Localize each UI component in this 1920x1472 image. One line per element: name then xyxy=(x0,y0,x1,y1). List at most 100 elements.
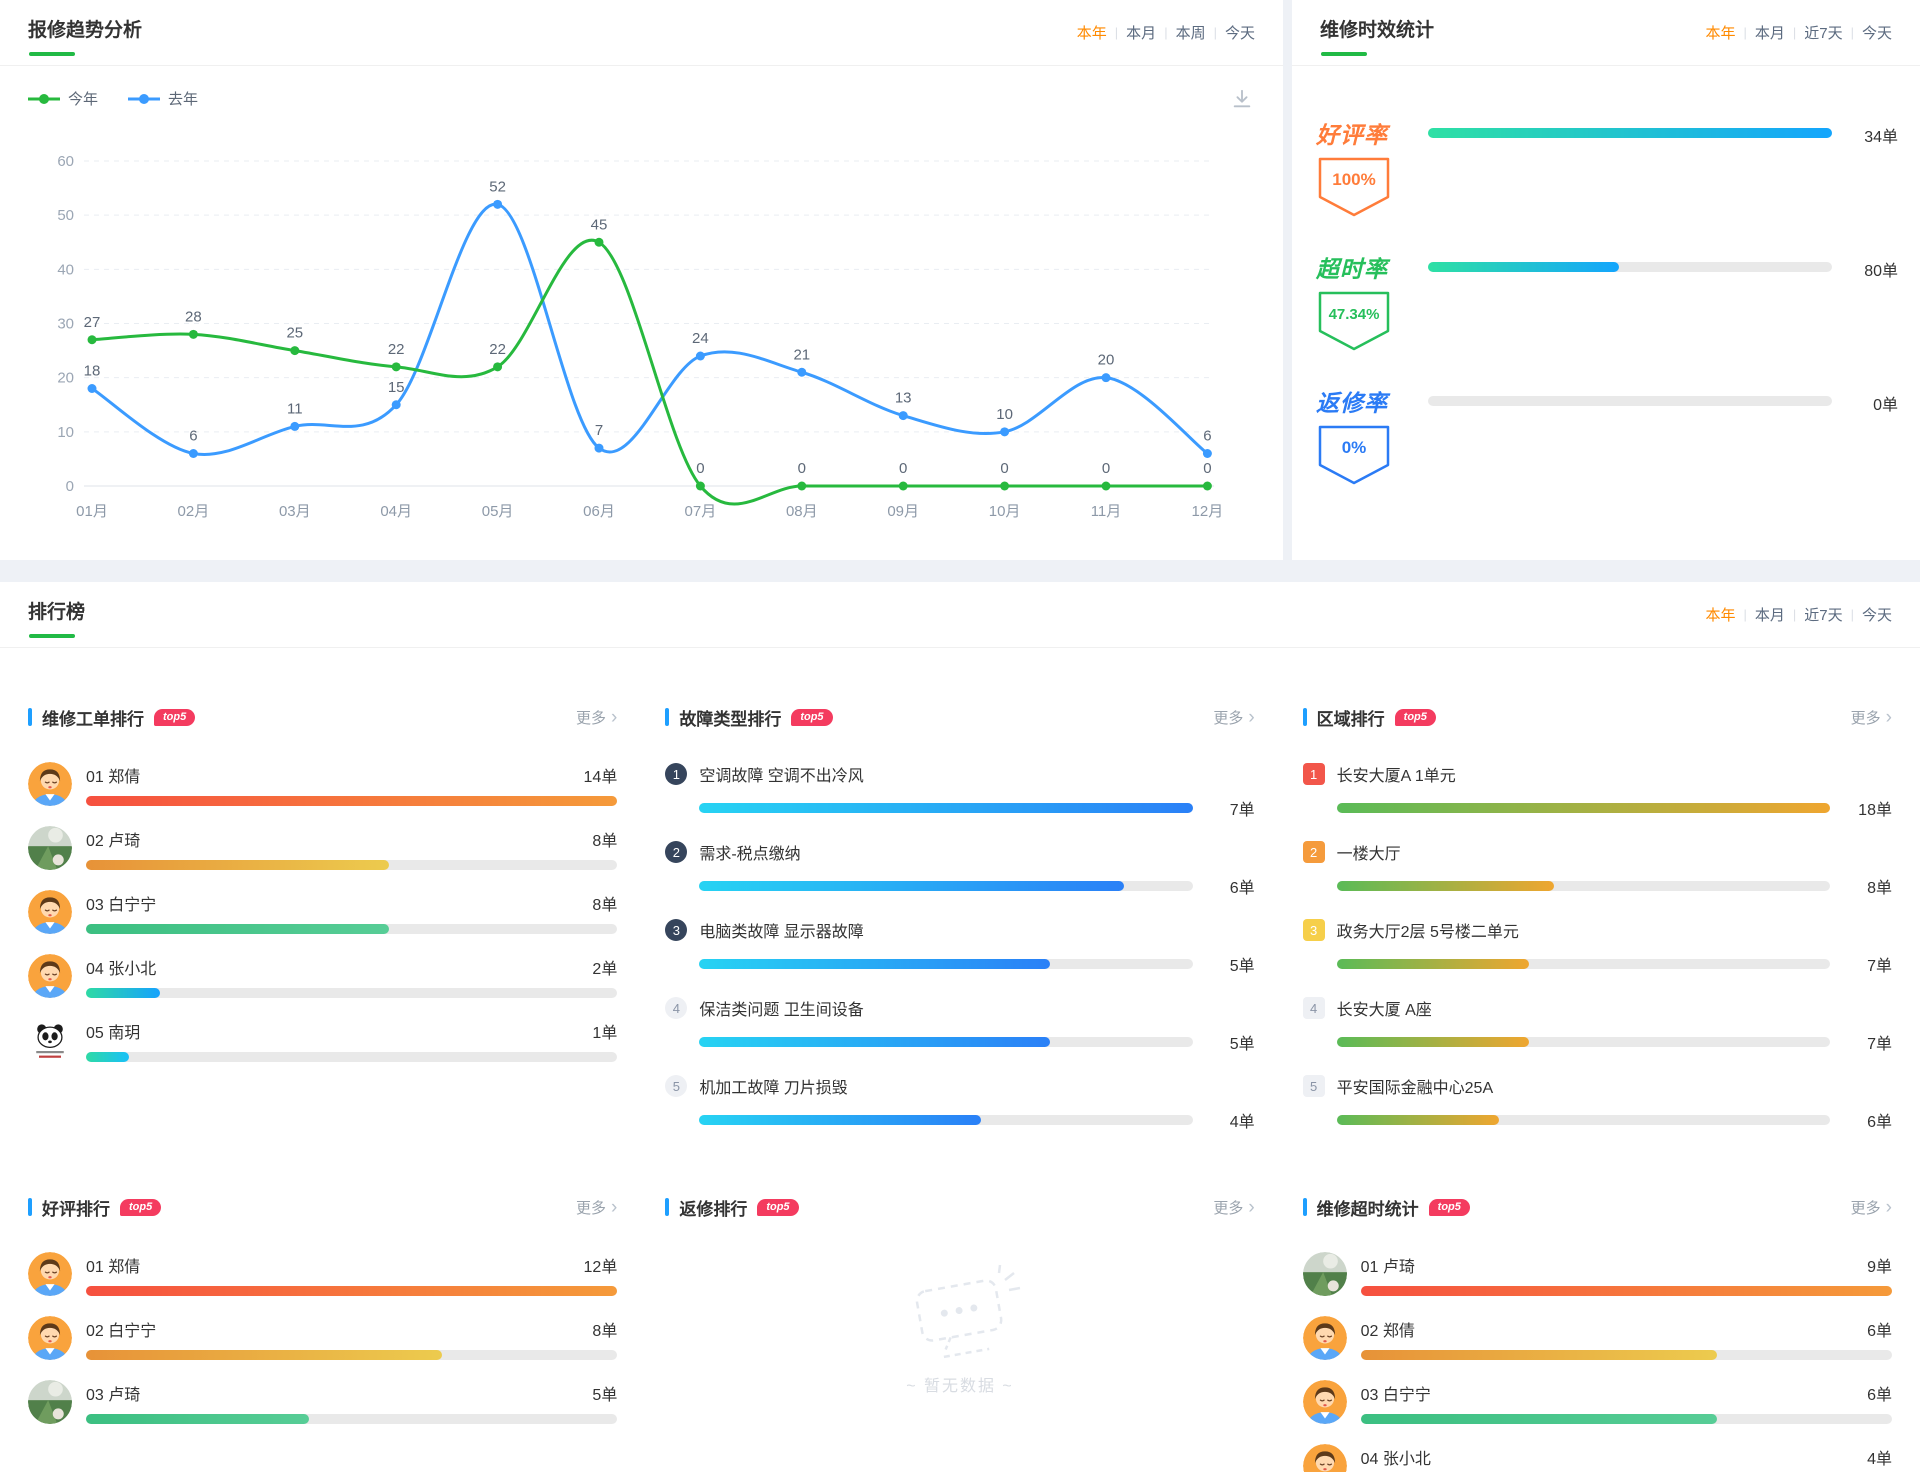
more-link[interactable]: 更多 › xyxy=(576,707,617,728)
tab-this-month[interactable]: 本月 xyxy=(1754,607,1785,624)
svg-text:7: 7 xyxy=(595,422,603,439)
more-label: 更多 xyxy=(1850,709,1881,727)
tab-last-7-days[interactable]: 近7天 xyxy=(1804,25,1843,42)
rank-row: 03 卢琦 5单 xyxy=(28,1380,618,1424)
more-label: 更多 xyxy=(1213,1199,1244,1217)
rank-label: 平安国际金融中心25A xyxy=(1336,1080,1494,1097)
rank-value: 18单 xyxy=(1858,802,1892,819)
svg-text:15: 15 xyxy=(388,379,405,396)
svg-text:50: 50 xyxy=(57,207,74,224)
chevron-right-icon: › xyxy=(1885,1196,1892,1218)
stats-card-tabs: 本年 | 本月 | 近7天 | 今天 xyxy=(1705,22,1892,43)
tab-this-year[interactable]: 本年 xyxy=(1705,25,1736,42)
svg-text:05月: 05月 xyxy=(482,503,514,520)
tab-this-week[interactable]: 本周 xyxy=(1175,25,1206,42)
rank-row: 3 电脑类故障 显示器故障 5单 xyxy=(665,918,1255,976)
progress-track xyxy=(699,1037,1193,1047)
svg-text:60: 60 xyxy=(57,153,74,170)
svg-text:22: 22 xyxy=(489,341,506,358)
panel-title: 区域排行 xyxy=(1316,709,1385,729)
more-link[interactable]: 更多 › xyxy=(576,1197,617,1218)
chevron-right-icon: › xyxy=(611,706,618,728)
rank-row: 5 平安国际金融中心25A 6单 xyxy=(1302,1074,1892,1132)
top5-badge: top5 xyxy=(1394,708,1436,726)
data-point xyxy=(188,329,198,339)
trend-card-title: 报修趋势分析 xyxy=(28,9,142,56)
tab-this-month[interactable]: 本月 xyxy=(1126,25,1157,42)
panel-fault-types: 故障类型排行 top5 更多 › 1 空调故障 空调不出冷风 7单 2 需求-税点缴纳 6单 3 电脑… xyxy=(665,704,1255,1132)
legend-this-year[interactable]: 今年 xyxy=(28,88,98,109)
top5-badge: top5 xyxy=(120,1198,162,1216)
data-point xyxy=(1101,373,1111,383)
data-point xyxy=(898,411,908,421)
rank-label: 空调故障 空调不出冷风 xyxy=(699,768,864,785)
legend-marker-icon xyxy=(28,93,60,104)
tab-this-year[interactable]: 本年 xyxy=(1076,25,1107,42)
rank-row: 01 卢琦 9单 xyxy=(1303,1252,1892,1296)
progress-track xyxy=(1336,881,1830,891)
more-link[interactable]: 更多 › xyxy=(1213,1197,1254,1218)
tab-this-month[interactable]: 本月 xyxy=(1754,25,1785,42)
rank-name: 04 张小北 xyxy=(1360,1451,1431,1468)
progress-track xyxy=(86,860,618,870)
progress-track xyxy=(699,803,1193,813)
ranking-card-tabs: 本年 | 本月 | 近7天 | 今天 xyxy=(1705,604,1892,625)
svg-text:22: 22 xyxy=(388,341,405,358)
metric-count: 34单 xyxy=(1864,129,1898,146)
data-point xyxy=(1202,449,1212,458)
series-line-去年 xyxy=(90,202,1209,456)
data-point xyxy=(797,367,807,377)
svg-text:18: 18 xyxy=(84,363,101,380)
panel-title: 维修超时统计 xyxy=(1316,1199,1419,1219)
more-link[interactable]: 更多 › xyxy=(1851,707,1892,728)
rank-row: 04 张小北 4单 xyxy=(1303,1444,1892,1472)
panel-accent-bar xyxy=(28,1198,32,1216)
panel-regions: 区域排行 top5 更多 › 1 长安大厦A 1单元 18单 2 一楼大厅 8单 3 政务大厅2层 5… xyxy=(1302,704,1892,1132)
svg-text:0: 0 xyxy=(1203,460,1211,477)
svg-text:07月: 07月 xyxy=(685,503,717,520)
svg-text:20: 20 xyxy=(57,370,74,387)
rank-value: 6单 xyxy=(1867,1387,1892,1404)
metric-count: 0单 xyxy=(1873,397,1898,414)
legend-marker-icon xyxy=(128,93,161,104)
progress-fill xyxy=(1428,262,1620,272)
rank-row: 3 政务大厅2层 5号楼二单元 7单 xyxy=(1302,918,1892,976)
progress-track xyxy=(86,1286,618,1296)
tab-last-7-days[interactable]: 近7天 xyxy=(1804,607,1843,624)
panel-accent-bar xyxy=(665,1198,670,1216)
panel-accent-bar xyxy=(1302,708,1307,726)
svg-text:21: 21 xyxy=(793,346,810,363)
svg-text:28: 28 xyxy=(185,308,202,325)
rank-value: 8单 xyxy=(592,897,618,914)
tab-today[interactable]: 今天 xyxy=(1861,25,1892,42)
more-link[interactable]: 更多 › xyxy=(1213,707,1254,728)
metric-label: 超时率 xyxy=(1316,256,1388,282)
progress-track xyxy=(1360,1350,1892,1360)
rank-badge: 2 xyxy=(665,841,688,863)
rank-badge: 3 xyxy=(665,919,688,941)
tab-today[interactable]: 今天 xyxy=(1224,25,1255,42)
download-icon[interactable] xyxy=(1231,88,1253,110)
avatar-man xyxy=(28,954,72,998)
rank-label: 机加工故障 刀片损毁 xyxy=(699,1080,848,1097)
legend-last-year[interactable]: 去年 xyxy=(128,88,198,109)
panel-rows: 1 空调故障 空调不出冷风 7单 2 需求-税点缴纳 6单 3 电脑类故障 显示器故障 5单 4 保… xyxy=(665,762,1255,1132)
svg-text:10: 10 xyxy=(996,406,1013,423)
rank-badge: 4 xyxy=(665,997,688,1019)
rank-row: 03 白宁宁 6单 xyxy=(1303,1380,1892,1424)
svg-text:10: 10 xyxy=(57,424,74,441)
rank-value: 1单 xyxy=(592,1025,618,1042)
rank-label: 长安大厦A 1单元 xyxy=(1336,768,1456,785)
metric-row: 返修率 0% 0单 xyxy=(1316,384,1898,492)
progress-fill xyxy=(699,1037,1050,1047)
tab-today[interactable]: 今天 xyxy=(1861,607,1892,624)
panel-header: 维修工单排行 top5 更多 › xyxy=(28,704,617,730)
rank-badge: 2 xyxy=(1302,841,1325,863)
progress-track xyxy=(86,1350,618,1360)
tab-this-year[interactable]: 本年 xyxy=(1705,607,1736,624)
more-link[interactable]: 更多 › xyxy=(1851,1197,1892,1218)
rank-row: 03 白宁宁 8单 xyxy=(28,890,618,934)
metric-label: 返修率 xyxy=(1316,390,1388,416)
rank-value: 7单 xyxy=(1867,1036,1892,1053)
